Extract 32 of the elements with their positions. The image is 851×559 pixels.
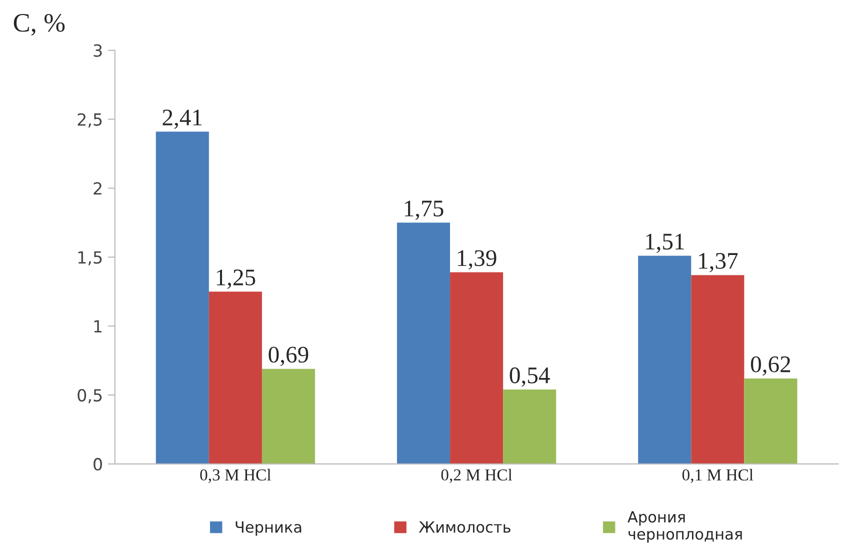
data-label: 1,37 [699,253,738,272]
data-label: 1,25 [216,270,256,289]
data-label: 1,51 [646,234,684,253]
y-tick-label: 2,5 [78,113,102,128]
data-label: 1,75 [404,200,444,220]
bar [396,222,450,464]
y-tick-label: 0 [94,458,102,471]
x-tick-label: 0,3 M HCl [200,468,271,483]
data-label: 0,69 [268,346,308,366]
legend-label: Арония черноплодная [628,511,742,543]
x-tick-label: 0,1 M HCl [682,468,754,483]
y-tick-label: 2 [94,182,102,195]
legend-label: Жимолость [418,521,510,533]
y-tick-label: 1,5 [78,251,102,266]
bar [156,132,209,464]
bar [744,378,798,464]
data-label: 2,41 [162,110,202,129]
bar [638,256,692,464]
x-tick-label: 0,2 M HCl [441,468,512,483]
bar [450,272,504,464]
y-tick-label: 3 [94,44,102,57]
y-axis-title: C, % [14,14,65,36]
y-tick-label: 0,5 [78,388,102,404]
bar [691,275,744,464]
bar [208,292,262,464]
bar [503,390,556,464]
legend-label: Черника [236,521,302,536]
data-label: 1,39 [458,250,496,270]
bar [262,368,316,464]
y-tick-label: 1 [94,320,102,332]
data-label: 0,54 [510,367,550,387]
data-label: 0,62 [750,356,790,376]
